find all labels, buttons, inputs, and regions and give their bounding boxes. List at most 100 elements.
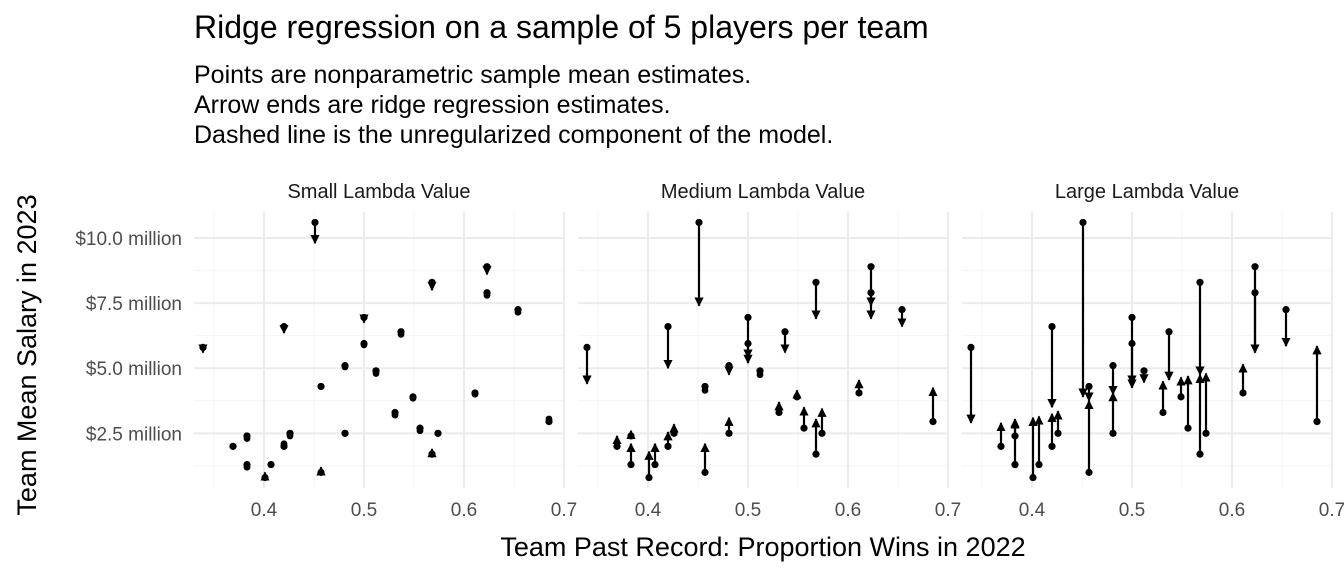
sample-mean-point	[664, 442, 672, 450]
x-axis-title: Team Past Record: Proportion Wins in 202…	[500, 532, 1025, 562]
sample-mean-point	[1202, 429, 1210, 437]
panel-3: Large Lambda Value 0.4 0.5 0.6 0.7	[962, 181, 1344, 521]
sample-mean-point	[725, 362, 733, 370]
sample-mean-point	[545, 418, 553, 426]
sample-mean-point	[800, 424, 808, 432]
sample-mean-point	[855, 389, 863, 397]
sample-mean-point	[627, 460, 635, 469]
sample-mean-point	[243, 432, 251, 440]
sample-mean-point	[434, 429, 442, 437]
sample-mean-point	[775, 408, 783, 417]
sample-mean-point	[651, 460, 659, 469]
y-tick-label: $10.0 million	[75, 229, 182, 250]
sample-mean-point	[1109, 429, 1117, 437]
sample-mean-point	[1048, 322, 1056, 331]
sample-mean-point	[1054, 429, 1062, 437]
sample-mean-point	[341, 362, 349, 370]
sample-mean-point	[311, 218, 319, 227]
sample-mean-point	[317, 382, 325, 391]
sample-mean-point	[1048, 442, 1056, 450]
sample-mean-point	[1035, 460, 1043, 469]
x-tick-label: 0.4	[1019, 500, 1046, 521]
sample-mean-point	[1029, 473, 1037, 482]
sample-mean-point	[514, 306, 522, 314]
sample-mean-point	[483, 263, 491, 271]
x-tick-label: 0.7	[935, 500, 961, 521]
sample-mean-point	[1085, 468, 1093, 476]
y-tick-label: $2.5 million	[86, 424, 182, 445]
y-tick-label: $5.0 million	[86, 359, 182, 380]
sample-mean-point	[286, 429, 294, 437]
sample-mean-point	[898, 306, 906, 314]
sample-mean-point	[1251, 289, 1259, 297]
x-tick-label: 0.6	[451, 500, 477, 521]
sample-mean-point	[701, 468, 709, 476]
sample-mean-point	[243, 460, 251, 469]
sample-mean-point	[744, 313, 752, 322]
x-tick-label: 0.5	[1119, 500, 1145, 521]
sample-mean-point	[409, 393, 417, 401]
sample-mean-point	[929, 418, 937, 426]
sample-mean-point	[1140, 367, 1148, 375]
sample-mean-point	[793, 393, 801, 401]
sample-mean-point	[867, 263, 875, 271]
sample-mean-point	[670, 429, 678, 437]
x-tick-label: 0.6	[1219, 500, 1245, 521]
sample-mean-point	[1085, 382, 1093, 391]
x-tick-label: 0.5	[351, 500, 377, 521]
sample-mean-point	[372, 367, 380, 375]
sample-mean-point	[812, 278, 820, 286]
sample-mean-point	[967, 343, 975, 351]
sample-mean-point	[416, 424, 424, 432]
sample-mean-point	[1184, 424, 1192, 432]
sample-mean-point	[1011, 460, 1019, 469]
x-tick-label: 0.5	[735, 500, 761, 521]
sample-mean-point	[645, 473, 653, 482]
sample-mean-point	[664, 322, 672, 331]
sample-mean-point	[471, 389, 479, 397]
sample-mean-point	[818, 429, 826, 437]
x-tick-label: 0.7	[551, 500, 577, 521]
sample-mean-point	[397, 328, 405, 336]
chart-subtitle-line-3: Dashed line is the unregularized compone…	[194, 121, 833, 149]
facet-label: Small Lambda Value	[287, 181, 470, 203]
x-tick-label: 0.4	[635, 500, 662, 521]
sample-mean-point	[1282, 306, 1290, 314]
sample-mean-point	[1159, 408, 1167, 417]
sample-mean-point	[997, 442, 1005, 450]
sample-mean-point	[1196, 450, 1204, 458]
sample-mean-point	[317, 468, 325, 476]
sample-mean-point	[725, 429, 733, 437]
sample-mean-point	[360, 313, 368, 322]
sample-mean-point	[428, 278, 436, 286]
sample-mean-point	[1128, 339, 1136, 348]
sample-mean-point	[391, 408, 399, 417]
sample-mean-point	[1128, 313, 1136, 322]
facet-label: Large Lambda Value	[1055, 181, 1239, 203]
sample-mean-point	[1079, 218, 1087, 227]
x-tick-label: 0.7	[1319, 500, 1344, 521]
sample-mean-point	[613, 442, 621, 450]
sample-mean-point	[867, 289, 875, 297]
x-tick-label: 0.4	[251, 500, 278, 521]
sample-mean-point	[428, 450, 436, 458]
sample-mean-point	[1196, 278, 1204, 286]
sample-mean-point	[267, 460, 275, 469]
sample-mean-point	[1251, 263, 1259, 271]
panel-2: Medium Lambda Value 0.4 0.5 0.6 0.7	[578, 181, 961, 521]
sample-mean-point	[280, 442, 288, 450]
sample-mean-point	[781, 328, 789, 336]
chart-title: Ridge regression on a sample of 5 player…	[194, 9, 929, 45]
sample-mean-point	[483, 289, 491, 297]
sample-mean-point	[744, 339, 752, 348]
sample-mean-point	[812, 450, 820, 458]
panel-1: Small Lambda Value 0.4 0.5 0.6 0.7	[194, 181, 577, 521]
sample-mean-point	[695, 218, 703, 227]
y-axis-title: Team Mean Salary in 2023	[12, 194, 42, 515]
chart-subtitle-line-2: Arrow ends are ridge regression estimate…	[194, 91, 671, 119]
sample-mean-point	[756, 367, 764, 375]
sample-mean-point	[1239, 389, 1247, 397]
sample-mean-point	[1165, 328, 1173, 336]
sample-mean-point	[1109, 362, 1117, 370]
